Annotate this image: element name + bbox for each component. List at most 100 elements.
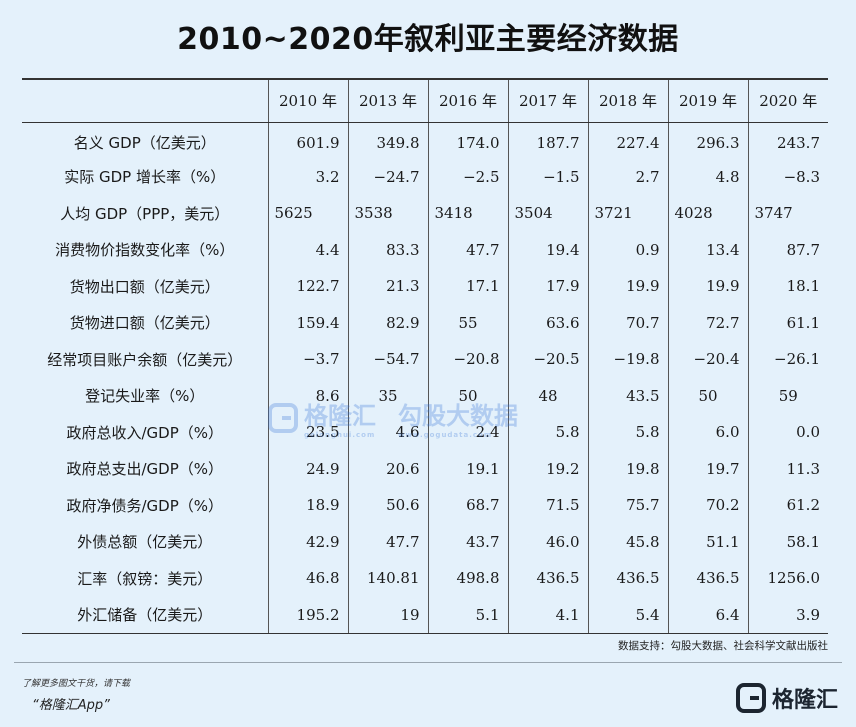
- table-cell: 436.5: [507, 560, 588, 597]
- table-cell: 436.5: [587, 560, 668, 597]
- table-cell: 5625: [267, 195, 348, 232]
- table-cell: −8.3: [747, 158, 828, 195]
- table-cell: −3.7: [267, 341, 348, 378]
- table-cell: 70.2: [667, 487, 748, 524]
- table-cell: 4.4: [267, 231, 348, 268]
- table-cell: 3721: [587, 195, 668, 232]
- table-cell: 5.4: [587, 596, 668, 634]
- table-cell: 5.8: [507, 414, 588, 451]
- table-cell: 43.7: [427, 523, 508, 560]
- table-cell: 187.7: [507, 122, 588, 159]
- row-label: 登记失业率（%）: [85, 387, 205, 406]
- table-cell: 4028: [667, 195, 748, 232]
- table-cell: 601.9: [267, 122, 348, 159]
- table-cell: 46.8: [267, 560, 348, 597]
- table-row: 实际 GDP 增长率（%） 3.2 −24.7 −2.5 −1.5 2.7 4.8 −8.3: [22, 158, 828, 195]
- row-label: 名义 GDP（亿美元）: [73, 134, 216, 152]
- table-cell: 51.1: [667, 523, 748, 560]
- table-cell: 47.7: [427, 231, 508, 268]
- table-cell: 50: [667, 377, 748, 414]
- table-cell: 17.1: [427, 268, 508, 305]
- table-cell: −26.1: [747, 341, 828, 378]
- table-cell: 13.4: [667, 231, 748, 268]
- table-cell: 2.4: [427, 414, 508, 451]
- table-cell: 87.7: [747, 231, 828, 268]
- table-cell: 17.9: [507, 268, 588, 305]
- header-cell: 2017 年: [507, 78, 588, 123]
- table-cell: −20.5: [507, 341, 588, 378]
- table-cell: 159.4: [267, 304, 348, 341]
- table-cell: 195.2: [267, 596, 348, 634]
- table-cell: 4.6: [347, 414, 428, 451]
- economic-data-table: 2010 年 2013 年 2016 年 2017 年 2018 年 2019 …: [22, 78, 828, 634]
- header-cell: 2020 年: [747, 78, 828, 123]
- table-cell: 50.6: [347, 487, 428, 524]
- table-row: 政府总收入/GDP（%） 23.5 4.6 2.4 5.8 5.8 6.0 0.0: [22, 414, 828, 451]
- gelonghui-logo-icon: [735, 683, 766, 713]
- row-label: 外汇储备（亿美元）: [22, 596, 268, 634]
- table-cell: 71.5: [507, 487, 588, 524]
- table-row: 政府净债务/GDP（%） 18.9 50.6 68.7 71.5 75.7 70.2 61.2: [22, 487, 828, 524]
- table-cell: 61.2: [747, 487, 828, 524]
- table-cell: 48: [507, 377, 588, 414]
- table-cell: 6.4: [667, 596, 748, 634]
- table-cell: −20.4: [667, 341, 748, 378]
- table-cell: 6.0: [667, 414, 748, 451]
- table-row: 外债总额（亿美元） 42.9 47.7 43.7 46.0 45.8 51.1 58.1: [22, 523, 828, 560]
- table-row: 外汇储备（亿美元） 195.2 19 5.1 4.1 5.4 6.4 3.9: [22, 596, 828, 634]
- row-label: 消费物价指数变化率（%）: [55, 241, 235, 260]
- row-label: 货物出口额（亿美元）: [69, 277, 220, 296]
- header-cell: 2018 年: [587, 78, 668, 123]
- row-label: 外债总额（亿美元）: [77, 533, 213, 552]
- footer-divider: [14, 662, 842, 663]
- table-cell: 72.7: [667, 304, 748, 341]
- row-label: 货物进口额（亿美元）: [69, 314, 220, 333]
- table-cell: 3747: [747, 195, 828, 232]
- table-cell: 19.2: [507, 450, 588, 487]
- table-cell: 23.5: [267, 414, 348, 451]
- brand-logo: 格隆汇: [735, 682, 838, 714]
- table-header-row: 2010 年 2013 年 2016 年 2017 年 2018 年 2019 …: [22, 78, 828, 123]
- row-label: 政府总收入/GDP（%）: [66, 423, 224, 442]
- table-cell: 11.3: [747, 450, 828, 487]
- table-row: 登记失业率（%） 8.6 35 50 48 43.5 50 59: [22, 377, 828, 414]
- table-cell: 296.3: [667, 122, 748, 159]
- row-label: 实际 GDP 增长率（%）: [64, 168, 226, 187]
- table-cell: 19.9: [667, 268, 748, 305]
- table-cell: 5.1: [427, 596, 508, 634]
- table-cell: 83.3: [347, 231, 428, 268]
- app-name: “格隆汇App”: [32, 698, 110, 713]
- table-cell: −20.8: [427, 341, 508, 378]
- header-cell: 2013 年: [347, 78, 428, 123]
- table-cell: 3418: [427, 195, 508, 232]
- table-cell: 43.5: [587, 377, 668, 414]
- table-cell: −1.5: [507, 158, 588, 195]
- table-cell: 19.1: [427, 450, 508, 487]
- table-cell: 82.9: [347, 304, 428, 341]
- table-cell: −24.7: [347, 158, 428, 195]
- table-cell: 3.9: [747, 596, 828, 634]
- table-cell: 58.1: [747, 523, 828, 560]
- table-cell: −2.5: [427, 158, 508, 195]
- page-title: 2010~2020年叙利亚主要经济数据: [177, 22, 679, 57]
- row-label: 政府净债务/GDP（%）: [66, 496, 224, 515]
- table-cell: 174.0: [427, 122, 508, 159]
- table-cell: 3538: [347, 195, 428, 232]
- table-cell: 55: [427, 304, 508, 341]
- table-cell: 18.1: [747, 268, 828, 305]
- table-cell: 70.7: [587, 304, 668, 341]
- table-cell: 59: [747, 377, 828, 414]
- table-cell: 45.8: [587, 523, 668, 560]
- header-cell: 2016 年: [427, 78, 508, 123]
- table-cell: 50: [427, 377, 508, 414]
- brand-name: 格隆汇: [771, 688, 838, 713]
- table-row: 货物进口额（亿美元） 159.4 82.9 55 63.6 70.7 72.7 61.1: [22, 304, 828, 341]
- table-cell: 227.4: [587, 122, 668, 159]
- table-cell: 20.6: [347, 450, 428, 487]
- table-cell: 3504: [507, 195, 588, 232]
- table-cell: 46.0: [507, 523, 588, 560]
- table-row: 消费物价指数变化率（%） 4.4 83.3 47.7 19.4 0.9 13.4 87.7: [22, 231, 828, 268]
- table-row: 人均 GDP（PPP，美元） 5625 3538 3418 3504 3721 4028 37…: [22, 195, 828, 232]
- row-label: 人均 GDP（PPP，美元）: [60, 204, 230, 223]
- row-label: 政府总支出/GDP（%）: [66, 460, 224, 479]
